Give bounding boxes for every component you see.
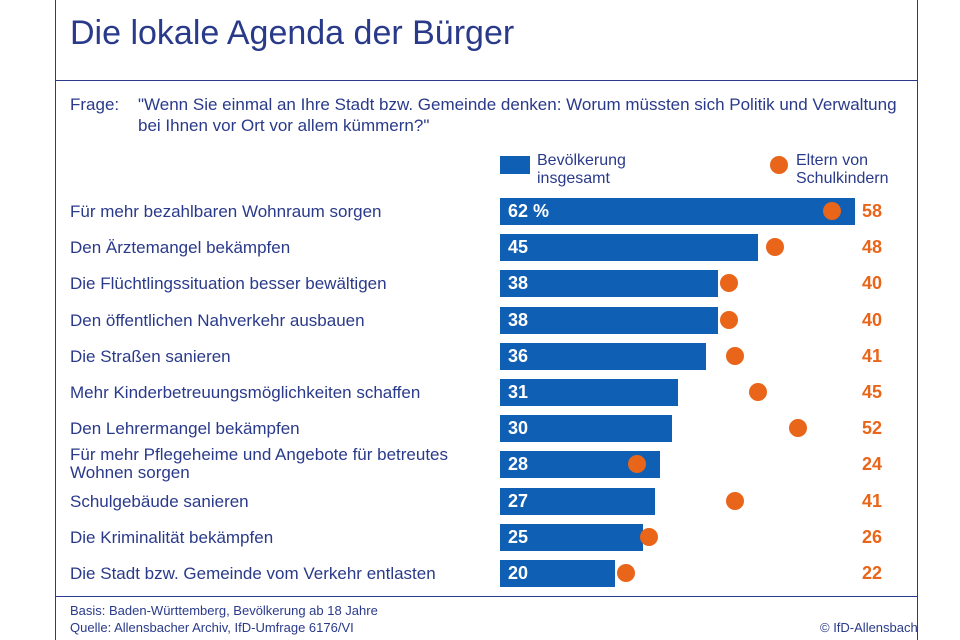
bar-value-label: 38 bbox=[508, 310, 529, 330]
bar-value-label: 31 bbox=[508, 382, 529, 402]
dot-marker bbox=[720, 311, 739, 329]
bar bbox=[500, 488, 655, 515]
dot-marker bbox=[748, 383, 767, 401]
dot-marker bbox=[616, 564, 635, 582]
legend-label-bar: Bevölkerung insgesamt bbox=[537, 152, 626, 187]
bar bbox=[500, 307, 718, 334]
dot-value-label: 52 bbox=[862, 418, 883, 438]
legend-label-dot: Eltern von Schulkindern bbox=[796, 152, 889, 187]
bar bbox=[500, 234, 758, 261]
question-label: Frage: bbox=[70, 95, 120, 114]
bar bbox=[500, 343, 707, 370]
bar-value-label: 30 bbox=[508, 418, 529, 438]
dot-value-label: 40 bbox=[862, 310, 883, 330]
dot-value-label: 41 bbox=[862, 491, 883, 511]
title-divider bbox=[55, 80, 917, 81]
bar-value-label: 27 bbox=[508, 491, 529, 511]
legend-swatch-dot bbox=[770, 156, 788, 174]
bar-value-label: 28 bbox=[508, 454, 529, 474]
dot-value-label: 40 bbox=[862, 273, 883, 293]
category-label: Die Stadt bzw. Gemeinde vom Verkehr entl… bbox=[70, 564, 436, 583]
dot-marker bbox=[720, 274, 739, 292]
dot-marker bbox=[725, 347, 744, 365]
footer-basis: Basis: Baden-Württemberg, Bevölkerung ab… bbox=[70, 603, 378, 618]
category-label: Den öffentlichen Nahverkehr ausbauen bbox=[70, 311, 365, 330]
category-label: Für mehr bezahlbaren Wohnraum sorgen bbox=[70, 202, 382, 221]
bar-value-label: 25 bbox=[508, 527, 529, 547]
category-label: Den Lehrermangel bekämpfen bbox=[70, 419, 300, 438]
chart-title: Die lokale Agenda der Bürger bbox=[70, 14, 515, 52]
bar-value-label: 20 bbox=[508, 563, 529, 583]
category-label: Mehr Kinderbetreuungsmöglichkeiten schaf… bbox=[70, 383, 421, 402]
category-label: Die Straßen sanieren bbox=[70, 347, 231, 366]
dot-marker bbox=[823, 202, 842, 220]
dot-value-label: 41 bbox=[862, 346, 883, 366]
dot-marker bbox=[788, 419, 807, 437]
category-label: Die Kriminalität bekämpfen bbox=[70, 528, 274, 547]
bar bbox=[500, 198, 855, 225]
category-label: Den Ärztemangel bekämpfen bbox=[70, 238, 291, 257]
frame-right-border bbox=[917, 0, 918, 640]
dot-value-label: 58 bbox=[862, 201, 883, 221]
footer-source: Quelle: Allensbacher Archiv, IfD-Umfrage… bbox=[70, 620, 354, 635]
bar-value-label: 45 bbox=[508, 237, 529, 257]
bar bbox=[500, 524, 644, 551]
question-text: "Wenn Sie einmal an Ihre Stadt bzw. Geme… bbox=[138, 95, 897, 135]
dot-value-label: 45 bbox=[862, 382, 883, 402]
footer-divider bbox=[55, 596, 917, 597]
bar bbox=[500, 560, 615, 587]
dot-value-label: 26 bbox=[862, 527, 883, 547]
bar bbox=[500, 270, 718, 297]
footer-copyright: © IfD-Allensbach bbox=[820, 620, 918, 635]
dot-value-label: 48 bbox=[862, 237, 883, 257]
dot-marker bbox=[725, 492, 744, 510]
dot-marker bbox=[765, 238, 784, 256]
category-label: Die Flüchtlingssituation besser bewältig… bbox=[70, 274, 387, 293]
bar-value-label: 38 bbox=[508, 273, 529, 293]
frame-left-border bbox=[55, 0, 56, 640]
legend-swatch-bar bbox=[500, 156, 530, 174]
category-label: Für mehr Pflegeheime und Angebote für be… bbox=[70, 445, 449, 482]
dot-marker bbox=[628, 455, 647, 473]
bar-value-label: 62 % bbox=[508, 201, 550, 221]
bar-value-label: 36 bbox=[508, 346, 529, 366]
dot-value-label: 24 bbox=[862, 454, 883, 474]
dot-marker bbox=[639, 528, 658, 546]
dot-value-label: 22 bbox=[862, 563, 883, 583]
bar bbox=[500, 415, 672, 442]
bar bbox=[500, 379, 678, 406]
category-label: Schulgebäude sanieren bbox=[70, 492, 249, 511]
